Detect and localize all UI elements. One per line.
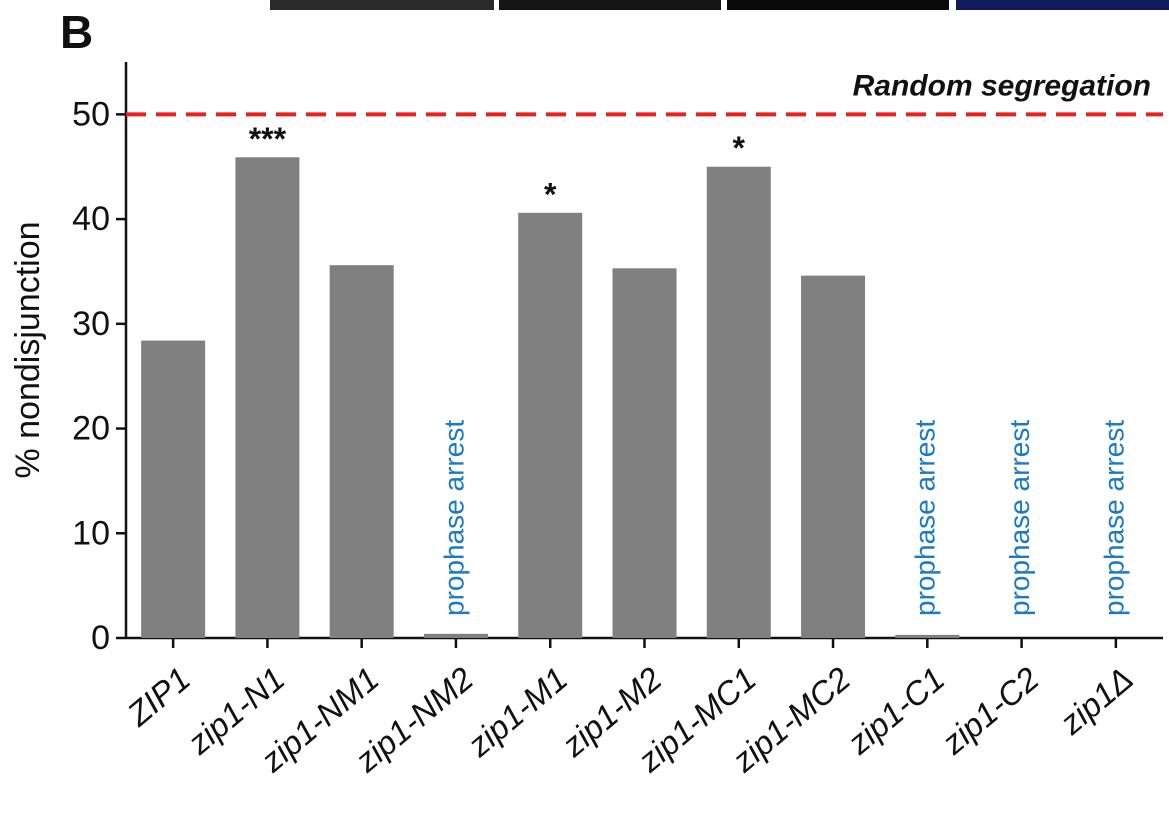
x-tick-label: zip1Δ (1052, 660, 1140, 742)
significance-label: *** (249, 121, 287, 157)
bar (330, 265, 394, 638)
significance-label: * (544, 176, 557, 212)
chart: B % nondisjunction 01020304050ZIP1zip1-N… (0, 0, 1169, 814)
annotation: prophase arrest (910, 420, 941, 616)
annotation: prophase arrest (1098, 420, 1129, 616)
image-strip (499, 0, 721, 10)
bar (424, 634, 488, 638)
annotation: prophase arrest (438, 420, 469, 616)
x-tick-label: zip1-C1 (840, 660, 952, 762)
y-tick-label: 30 (72, 305, 110, 343)
significance-label: * (733, 130, 746, 166)
image-strip (727, 0, 949, 10)
bar (235, 157, 299, 638)
image-strip (956, 0, 1169, 10)
y-tick-label: 40 (72, 200, 110, 238)
bar (518, 213, 582, 638)
reference-label: Random segregation (853, 69, 1151, 102)
y-tick-label: 50 (72, 95, 110, 133)
bar (707, 167, 771, 638)
y-tick-label: 20 (72, 410, 110, 448)
y-tick-label: 0 (91, 619, 110, 657)
bar (613, 268, 677, 638)
x-tick-label: zip1-C2 (934, 660, 1046, 762)
x-tick-label: ZIP1 (119, 660, 197, 734)
x-tick-label: zip1-M1 (460, 660, 574, 764)
panel-label: B (60, 6, 93, 58)
y-tick-label: 10 (72, 514, 110, 552)
bar (895, 635, 959, 638)
bar (801, 276, 865, 638)
bar (141, 341, 205, 638)
annotation: prophase arrest (1004, 420, 1035, 616)
y-axis-label: % nondisjunction (9, 221, 47, 478)
image-strip (270, 0, 494, 10)
